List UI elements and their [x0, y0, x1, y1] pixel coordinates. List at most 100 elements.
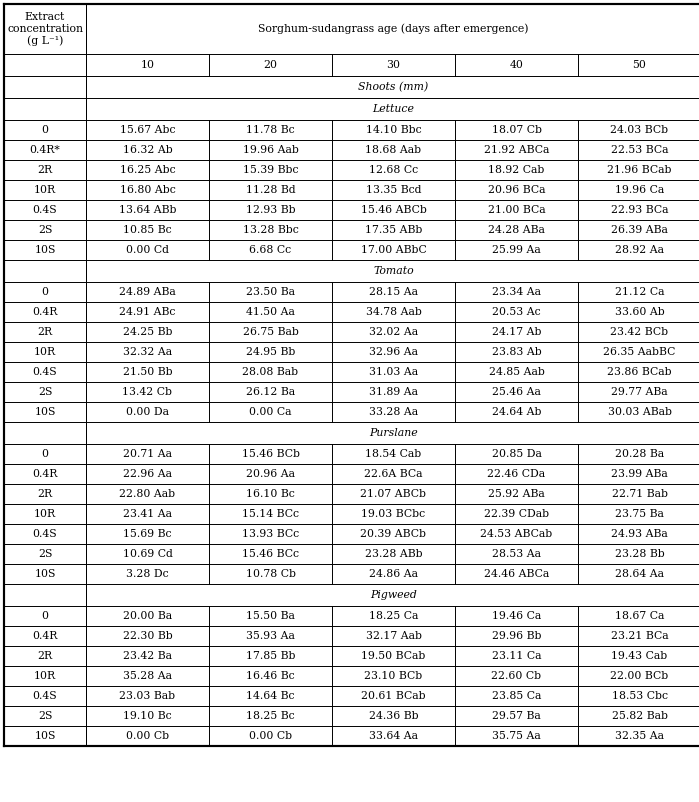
Text: 0: 0: [41, 287, 48, 297]
Text: 19.03 BCbc: 19.03 BCbc: [361, 509, 426, 519]
Text: 24.85 Aab: 24.85 Aab: [489, 367, 545, 377]
Text: 2R: 2R: [38, 327, 52, 337]
Text: 33.64 Aa: 33.64 Aa: [369, 731, 418, 741]
Text: 0.4S: 0.4S: [33, 691, 57, 701]
Text: 13.42 Cb: 13.42 Cb: [122, 387, 173, 397]
Text: 24.53 ABCab: 24.53 ABCab: [480, 529, 553, 539]
Text: Sorghum-sudangrass age (days after emergence): Sorghum-sudangrass age (days after emerg…: [258, 24, 528, 34]
Text: 29.96 Bb: 29.96 Bb: [492, 631, 541, 641]
Text: 15.67 Abc: 15.67 Abc: [120, 125, 175, 135]
Text: 40: 40: [510, 60, 524, 70]
Text: 16.80 Abc: 16.80 Abc: [120, 185, 175, 195]
Text: 0.4R: 0.4R: [32, 469, 58, 479]
Text: 19.96 Ca: 19.96 Ca: [615, 185, 664, 195]
Text: 19.96 Aab: 19.96 Aab: [243, 145, 298, 155]
Text: Tomato: Tomato: [373, 266, 414, 276]
Text: 24.95 Bb: 24.95 Bb: [246, 347, 295, 357]
Text: 35.93 Aa: 35.93 Aa: [246, 631, 295, 641]
Text: 0.00 Cb: 0.00 Cb: [249, 731, 292, 741]
Text: 2S: 2S: [38, 549, 52, 559]
Text: 26.35 AabBC: 26.35 AabBC: [603, 347, 676, 357]
Text: 18.67 Ca: 18.67 Ca: [615, 611, 664, 621]
Text: 0: 0: [41, 449, 48, 459]
Text: 23.28 Bb: 23.28 Bb: [614, 549, 664, 559]
Text: 16.32 Ab: 16.32 Ab: [122, 145, 173, 155]
Text: 25.92 ABa: 25.92 ABa: [488, 489, 545, 499]
Text: 10R: 10R: [34, 185, 56, 195]
Text: Purslane: Purslane: [369, 428, 418, 438]
Text: 0.00 Da: 0.00 Da: [126, 407, 169, 417]
Text: 24.64 Ab: 24.64 Ab: [492, 407, 541, 417]
Text: 26.75 Bab: 26.75 Bab: [243, 327, 298, 337]
Text: 2R: 2R: [38, 165, 52, 175]
Text: 22.93 BCa: 22.93 BCa: [611, 205, 668, 215]
Text: 12.93 Bb: 12.93 Bb: [245, 205, 295, 215]
Text: 10S: 10S: [34, 407, 56, 417]
Text: 20.96 BCa: 20.96 BCa: [488, 185, 545, 195]
Text: 28.08 Bab: 28.08 Bab: [243, 367, 298, 377]
Text: Lettuce: Lettuce: [373, 104, 415, 114]
Text: 24.25 Bb: 24.25 Bb: [123, 327, 172, 337]
Text: 22.96 Aa: 22.96 Aa: [123, 469, 172, 479]
Text: 19.46 Ca: 19.46 Ca: [492, 611, 541, 621]
Text: 17.00 ABbC: 17.00 ABbC: [361, 245, 426, 255]
Text: 16.10 Bc: 16.10 Bc: [246, 489, 295, 499]
Text: 18.53 Cbc: 18.53 Cbc: [612, 691, 668, 701]
Text: 29.57 Ba: 29.57 Ba: [492, 711, 541, 721]
Text: 19.43 Cab: 19.43 Cab: [612, 651, 668, 661]
Text: 21.92 ABCa: 21.92 ABCa: [484, 145, 549, 155]
Text: 22.30 Bb: 22.30 Bb: [122, 631, 173, 641]
Text: 28.92 Aa: 28.92 Aa: [615, 245, 664, 255]
Text: 20.71 Aa: 20.71 Aa: [123, 449, 172, 459]
Text: 10S: 10S: [34, 245, 56, 255]
Text: Shoots (mm): Shoots (mm): [359, 82, 428, 92]
Text: 2S: 2S: [38, 711, 52, 721]
Text: 22.53 BCa: 22.53 BCa: [611, 145, 668, 155]
Text: 10.69 Cd: 10.69 Cd: [122, 549, 173, 559]
Text: 14.64 Bc: 14.64 Bc: [246, 691, 295, 701]
Text: 23.42 Ba: 23.42 Ba: [123, 651, 172, 661]
Text: 2S: 2S: [38, 225, 52, 235]
Text: 13.64 ABb: 13.64 ABb: [119, 205, 176, 215]
Text: 22.80 Aab: 22.80 Aab: [120, 489, 175, 499]
Text: 24.86 Aa: 24.86 Aa: [369, 569, 418, 579]
Text: 32.35 Aa: 32.35 Aa: [615, 731, 664, 741]
Text: 0.4S: 0.4S: [33, 367, 57, 377]
Text: 50: 50: [633, 60, 647, 70]
Text: 19.50 BCab: 19.50 BCab: [361, 651, 426, 661]
Text: 21.12 Ca: 21.12 Ca: [614, 287, 664, 297]
Text: 22.60 Cb: 22.60 Cb: [491, 671, 542, 681]
Text: 26.12 Ba: 26.12 Ba: [246, 387, 295, 397]
Text: 6.68 Cc: 6.68 Cc: [250, 245, 291, 255]
Text: 24.91 ABc: 24.91 ABc: [120, 307, 175, 317]
Text: 15.46 ABCb: 15.46 ABCb: [361, 205, 426, 215]
Text: 24.36 Bb: 24.36 Bb: [368, 711, 418, 721]
Text: 23.11 Ca: 23.11 Ca: [492, 651, 541, 661]
Text: 23.50 Ba: 23.50 Ba: [246, 287, 295, 297]
Text: 28.15 Aa: 28.15 Aa: [369, 287, 418, 297]
Text: 21.07 ABCb: 21.07 ABCb: [361, 489, 426, 499]
Text: 31.03 Aa: 31.03 Aa: [369, 367, 418, 377]
Text: 2R: 2R: [38, 651, 52, 661]
Text: 24.93 ABa: 24.93 ABa: [611, 529, 668, 539]
Text: 0.00 Cb: 0.00 Cb: [126, 731, 169, 741]
Text: 0.4R*: 0.4R*: [29, 145, 60, 155]
Text: 3.28 Dc: 3.28 Dc: [127, 569, 169, 579]
Text: 24.28 ABa: 24.28 ABa: [488, 225, 545, 235]
Text: 20.96 Aa: 20.96 Aa: [246, 469, 295, 479]
Text: 23.85 Ca: 23.85 Ca: [492, 691, 541, 701]
Text: 15.39 Bbc: 15.39 Bbc: [243, 165, 298, 175]
Text: 14.10 Bbc: 14.10 Bbc: [366, 125, 421, 135]
Text: 25.99 Aa: 25.99 Aa: [492, 245, 541, 255]
Text: 10R: 10R: [34, 671, 56, 681]
Text: 20.85 Da: 20.85 Da: [491, 449, 542, 459]
Text: 35.75 Aa: 35.75 Aa: [492, 731, 541, 741]
Text: 23.99 ABa: 23.99 ABa: [611, 469, 668, 479]
Text: 20.28 Ba: 20.28 Ba: [615, 449, 664, 459]
Text: 12.68 Cc: 12.68 Cc: [369, 165, 418, 175]
Text: 17.35 ABb: 17.35 ABb: [365, 225, 422, 235]
Text: 10.78 Cb: 10.78 Cb: [245, 569, 296, 579]
Text: 18.68 Aab: 18.68 Aab: [366, 145, 421, 155]
Text: 15.14 BCc: 15.14 BCc: [242, 509, 299, 519]
Text: 23.42 BCb: 23.42 BCb: [610, 327, 668, 337]
